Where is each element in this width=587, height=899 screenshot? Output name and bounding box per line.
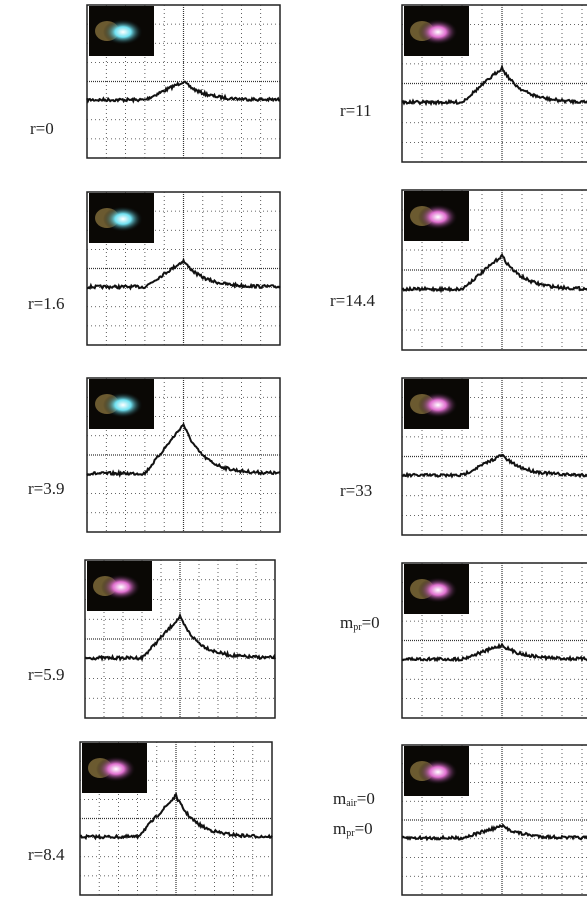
label-tail: =0 (362, 613, 380, 632)
label-sub: pr (353, 622, 362, 633)
panel-label: r=1.6 (28, 294, 65, 313)
label-var: m (333, 819, 346, 838)
waveform (401, 252, 587, 294)
panels (79, 4, 587, 896)
panel-label: mair=0 (333, 789, 375, 809)
flame-glow (418, 759, 458, 785)
waveform (401, 823, 587, 842)
flame-glow (418, 19, 458, 45)
waveform (401, 63, 587, 107)
waveform (84, 612, 276, 663)
panel-label: r=8.4 (28, 845, 65, 864)
waveform (86, 80, 281, 104)
label-tail: =0 (357, 789, 375, 808)
panel-label: r=11 (340, 101, 372, 120)
panel-label: r=33 (340, 481, 372, 500)
waveform (87, 257, 281, 291)
panel-label: r=3.9 (28, 479, 65, 498)
label-var: m (340, 613, 353, 632)
panel-label: mpr=0 (333, 819, 373, 839)
panel-label: r=14.4 (330, 291, 375, 310)
flame-glow (96, 756, 136, 782)
flame-glow (103, 392, 143, 418)
flame-glow (103, 19, 143, 45)
label-sub: air (346, 798, 357, 809)
flame-glow (418, 204, 458, 230)
panel-label: r=0 (30, 119, 54, 138)
label-tail: =0 (355, 819, 373, 838)
flame-glow (418, 392, 458, 418)
waveform (401, 642, 587, 663)
panel-label: mpr=0 (340, 613, 380, 633)
flame-glow (418, 577, 458, 603)
flame-glow (103, 206, 143, 232)
waveform (401, 453, 587, 479)
panel-label: r=5.9 (28, 665, 65, 684)
waveform (86, 422, 281, 478)
waveform (79, 792, 273, 841)
label-sub: pr (346, 828, 355, 839)
label-var: m (333, 789, 346, 808)
flame-glow (101, 574, 141, 600)
